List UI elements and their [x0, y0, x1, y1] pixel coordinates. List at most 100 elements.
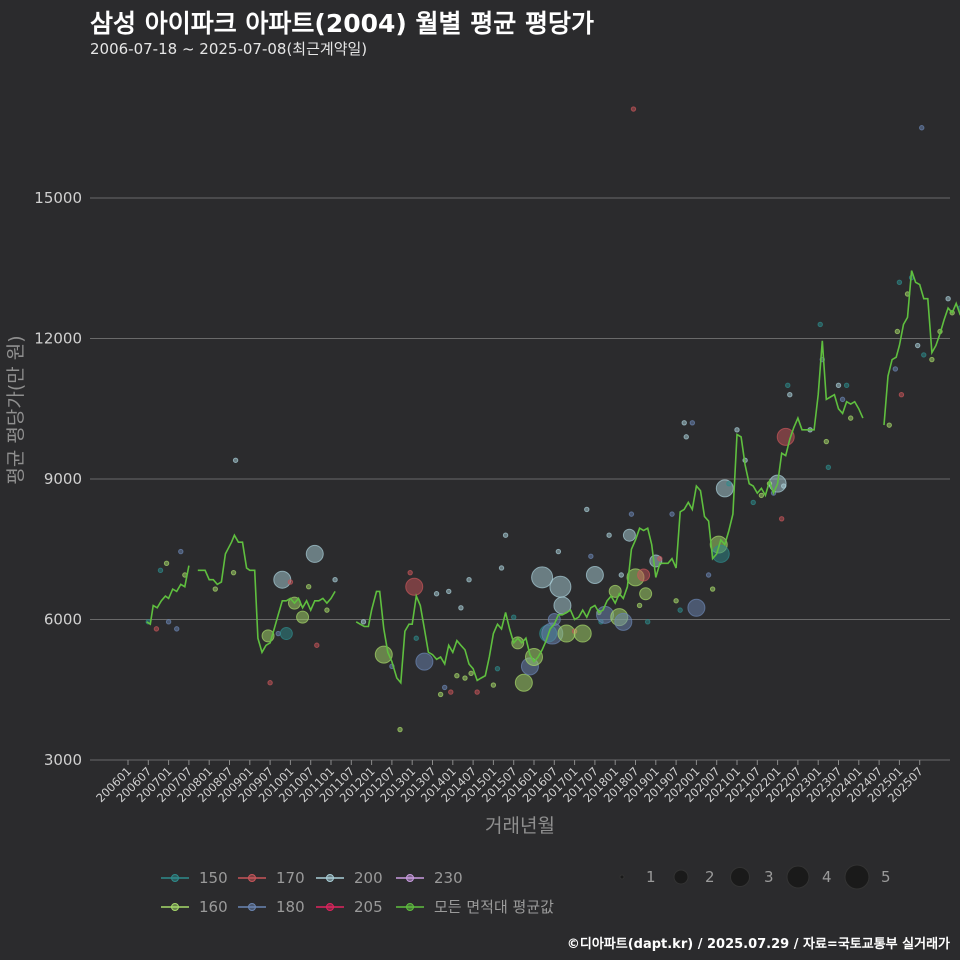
data-point — [894, 328, 901, 335]
size-legend-label: 4 — [822, 868, 832, 886]
data-point — [374, 645, 393, 664]
legend-dot — [248, 903, 256, 911]
data-point — [514, 673, 533, 692]
data-point — [758, 492, 765, 499]
data-point — [919, 125, 925, 131]
data-point — [157, 567, 164, 574]
data-point — [448, 689, 454, 695]
legend-label: 170 — [276, 869, 305, 887]
data-point — [498, 565, 505, 571]
data-point — [153, 626, 160, 632]
y-tick-label: 12000 — [34, 330, 82, 348]
legend-dot — [406, 874, 414, 882]
data-point — [843, 382, 850, 389]
legend-dot — [326, 903, 334, 911]
data-point — [360, 619, 367, 625]
data-point — [212, 586, 218, 592]
legend-label: 200 — [354, 869, 383, 887]
y-tick-label: 15000 — [34, 189, 82, 207]
data-point — [687, 598, 706, 617]
data-point — [230, 569, 237, 576]
data-point — [332, 576, 338, 583]
data-point — [511, 614, 517, 620]
data-point — [835, 382, 842, 389]
size-legend-label: 5 — [881, 868, 891, 886]
data-point — [787, 392, 793, 398]
data-point — [296, 610, 310, 624]
data-point — [785, 382, 791, 389]
data-point — [705, 572, 712, 578]
data-point — [914, 342, 921, 349]
size-legend-item: 1 — [619, 868, 656, 886]
data-point — [847, 415, 854, 421]
data-point — [397, 726, 403, 733]
data-point — [817, 321, 823, 328]
data-point — [462, 675, 468, 681]
data-point — [287, 579, 294, 585]
data-point — [630, 106, 637, 112]
data-point — [407, 569, 413, 576]
legend-item: 230 — [396, 869, 463, 887]
data-point — [458, 605, 464, 611]
legend-label: 모든 면적대 평균값 — [434, 898, 554, 916]
data-point — [711, 544, 730, 563]
data-point — [945, 295, 951, 302]
data-point — [273, 570, 292, 589]
legend-dot — [248, 874, 256, 882]
data-point — [669, 511, 675, 517]
y-tick-label: 6000 — [44, 611, 82, 629]
legend-item: 200 — [316, 869, 383, 887]
size-legend-circle — [786, 865, 810, 889]
legend-dot — [171, 903, 179, 911]
legend-label: 150 — [199, 869, 228, 887]
chart-title: 삼성 아이파크 아파트(2004) 월별 평균 평당가 — [90, 9, 594, 38]
data-point — [896, 279, 903, 285]
size-legend-circle — [844, 864, 870, 890]
data-point — [446, 588, 452, 595]
data-point — [929, 356, 935, 363]
data-point — [165, 619, 172, 625]
data-point — [405, 577, 424, 596]
data-point — [511, 636, 525, 650]
data-point — [584, 506, 590, 513]
data-point — [637, 568, 651, 582]
data-point — [644, 619, 651, 625]
data-point — [163, 560, 170, 566]
legend-dot — [406, 903, 414, 911]
legend-item: 170 — [238, 869, 305, 887]
average-line — [197, 533, 336, 655]
data-point — [588, 553, 594, 559]
data-point — [525, 647, 543, 666]
data-point — [683, 434, 689, 440]
data-point — [490, 682, 497, 688]
legend-label: 205 — [354, 898, 383, 916]
x-axis-label: 거래년월 — [485, 815, 555, 837]
data-point — [557, 624, 576, 643]
data-point — [415, 652, 434, 671]
data-point — [502, 532, 509, 538]
data-point — [709, 586, 716, 592]
size-legend-circle — [619, 874, 625, 880]
data-point — [726, 480, 732, 487]
average-line — [883, 270, 960, 426]
data-point — [618, 572, 624, 578]
data-point — [441, 684, 448, 691]
data-point — [314, 642, 320, 648]
data-point — [466, 576, 472, 583]
size-legend-label: 2 — [705, 868, 715, 886]
data-point — [628, 511, 635, 517]
data-point — [573, 624, 592, 643]
legend-label: 180 — [276, 898, 305, 916]
data-point — [267, 680, 273, 686]
data-point — [279, 627, 293, 641]
data-point — [839, 396, 846, 403]
size-legend-item: 5 — [844, 864, 891, 890]
data-point — [174, 626, 180, 632]
data-point — [606, 532, 612, 538]
data-point — [232, 457, 239, 463]
data-point — [823, 438, 830, 445]
y-tick-label: 9000 — [44, 470, 82, 488]
source-credit: ©디아파트(dapt.kr) / 2025.07.29 / 자료=국토교통부 실… — [566, 937, 950, 952]
data-point — [474, 689, 480, 695]
